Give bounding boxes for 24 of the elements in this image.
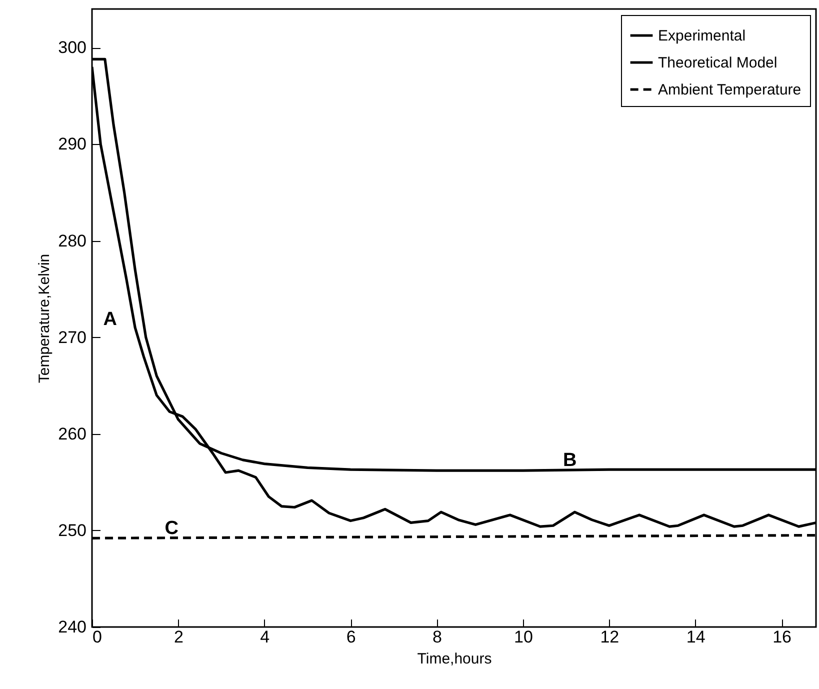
x-tick-label: 14: [686, 628, 706, 646]
x-tick-label: 4: [260, 628, 270, 646]
legend-label: Ambient Temperature: [658, 82, 802, 98]
y-tick-label: 300: [58, 38, 86, 58]
y-tick-label: 250: [58, 520, 86, 540]
x-tick-label: 10: [514, 628, 533, 646]
y-tick-label: 240: [58, 618, 86, 636]
x-tick-label: 0: [92, 628, 102, 646]
y-axis-title: Temperature,Kelvin: [36, 254, 54, 384]
y-tick-label: 270: [58, 328, 86, 347]
annotation: B: [562, 450, 577, 472]
x-tick-label: 8: [432, 628, 442, 646]
x-tick-label: 12: [600, 628, 620, 646]
legend-label: Experimental: [658, 28, 746, 44]
y-tick-label: 280: [58, 231, 86, 250]
y-tick-label: 260: [58, 424, 86, 444]
legend-label: Theoretical Model: [658, 54, 778, 72]
annotation: A: [103, 308, 118, 330]
x-tick-label: 2: [174, 628, 184, 646]
y-tick-label: 290: [58, 134, 86, 154]
x-tick-label: 6: [346, 628, 356, 646]
x-tick-label: 16: [772, 628, 792, 646]
x-axis-title: Time,hours: [417, 650, 492, 668]
annotation: C: [164, 518, 179, 539]
